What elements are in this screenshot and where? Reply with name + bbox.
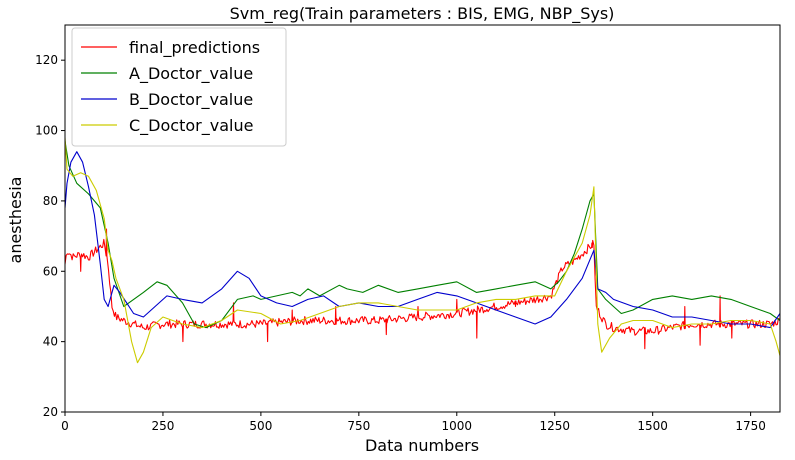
x-tick-label: 0 xyxy=(61,419,69,433)
series-layer xyxy=(65,137,780,364)
series-line-a-doctor-value xyxy=(65,141,780,329)
legend-label: C_Doctor_value xyxy=(129,116,253,136)
legend-label: B_Doctor_value xyxy=(129,90,253,110)
x-tick-label: 1500 xyxy=(637,419,668,433)
x-tick-label: 1250 xyxy=(539,419,570,433)
legend-box xyxy=(71,27,287,147)
x-axis: 0 250 500 750 1000 1250 1500 1750 xyxy=(61,412,766,433)
y-axis: 20 40 60 80 100 120 xyxy=(35,53,65,419)
y-tick-label: 60 xyxy=(43,264,58,278)
y-axis-label: anesthesia xyxy=(6,177,25,264)
chart-title: Svm_reg(Train parameters : BIS, EMG, NBP… xyxy=(230,4,615,24)
series-line-b-doctor-value xyxy=(65,151,780,329)
x-axis-label: Data numbers xyxy=(365,436,479,455)
x-tick-label: 750 xyxy=(347,419,370,433)
series-line-final-predictions xyxy=(65,228,780,350)
series-line-c-doctor-value xyxy=(65,137,780,364)
legend-label: A_Doctor_value xyxy=(129,64,253,84)
x-tick-label: 1750 xyxy=(735,419,766,433)
y-tick-label: 120 xyxy=(35,53,58,67)
x-tick-label: 1000 xyxy=(442,419,473,433)
legend-label: final_predictions xyxy=(129,38,260,58)
x-tick-label: 250 xyxy=(151,419,174,433)
y-tick-label: 80 xyxy=(43,194,58,208)
y-tick-label: 100 xyxy=(35,124,58,138)
x-tick-label: 500 xyxy=(249,419,272,433)
plot-frame xyxy=(64,24,781,413)
y-tick-label: 20 xyxy=(43,405,58,419)
y-tick-label: 40 xyxy=(43,335,58,349)
legend: final_predictions A_Doctor_value B_Doctor_… xyxy=(71,27,287,147)
